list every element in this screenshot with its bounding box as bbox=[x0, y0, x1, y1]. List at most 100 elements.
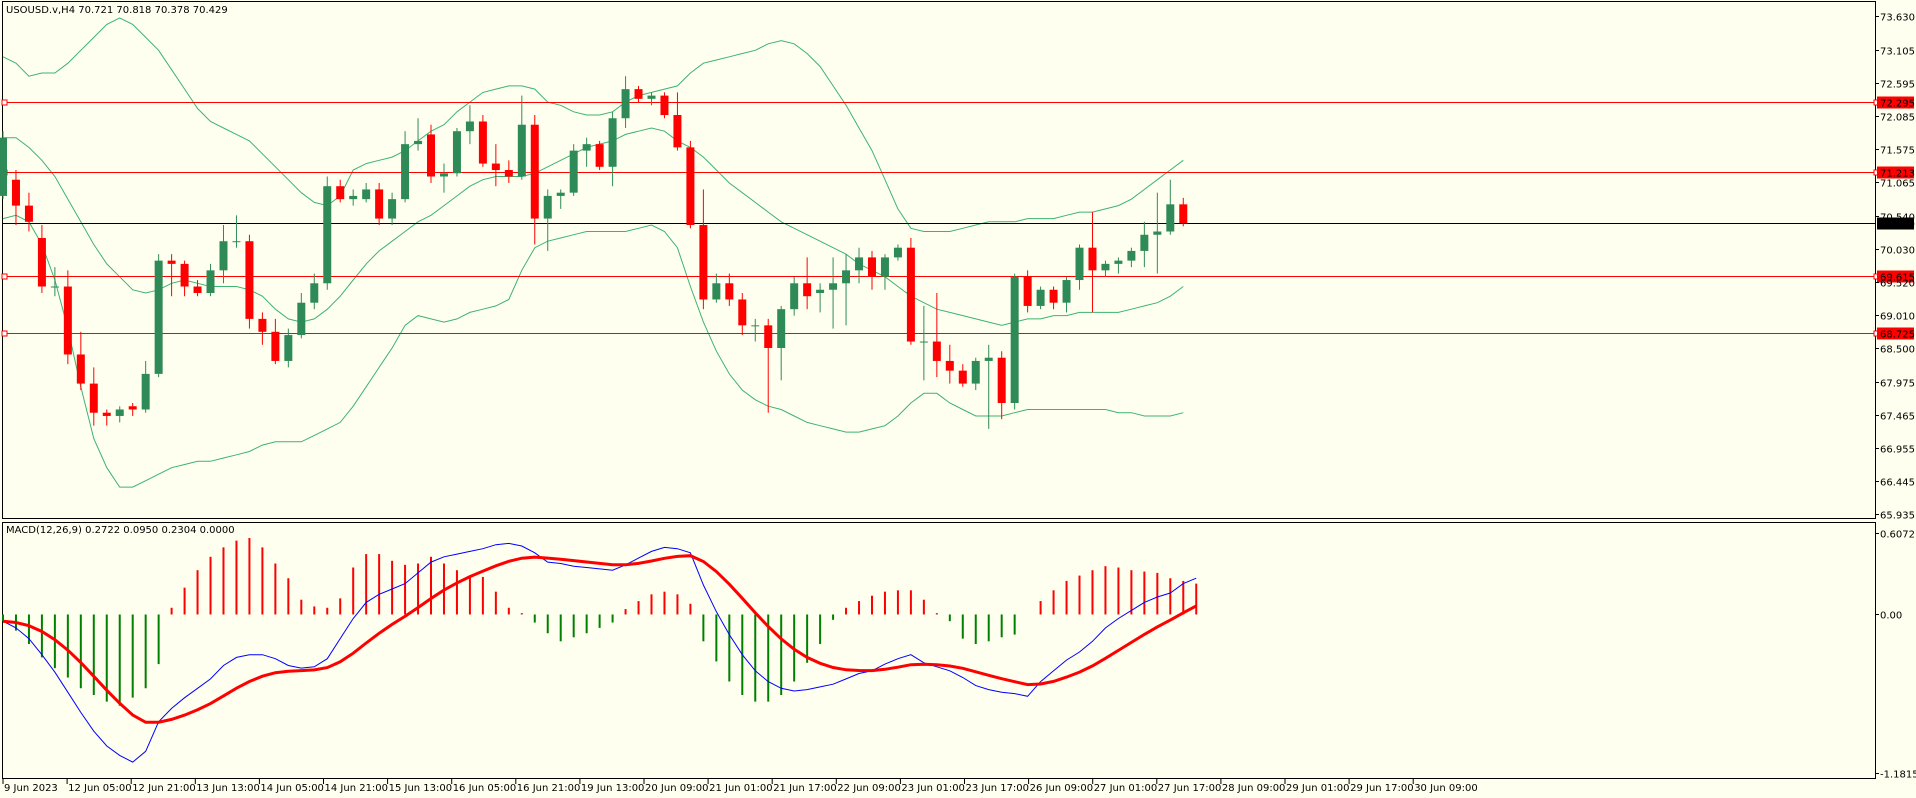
candle-body bbox=[608, 118, 617, 167]
candle-body bbox=[829, 283, 838, 290]
candle-body bbox=[958, 370, 967, 384]
time-axis-label: 29 Jun 17:00 bbox=[1350, 783, 1414, 794]
candle-body bbox=[89, 383, 98, 413]
candle-body bbox=[621, 89, 630, 119]
candle-body bbox=[504, 170, 513, 177]
candle-body bbox=[427, 134, 436, 177]
candle-body bbox=[1049, 289, 1058, 303]
time-axis-label: 14 Jun 05:00 bbox=[260, 783, 324, 794]
time-axis-label: 26 Jun 09:00 bbox=[1030, 783, 1094, 794]
candle-body bbox=[128, 406, 137, 410]
candle-body bbox=[1140, 234, 1149, 251]
level-price-label: 71.213 bbox=[1880, 169, 1915, 180]
time-axis-label: 27 Jun 17:00 bbox=[1158, 783, 1222, 794]
price-axis-label: 66.445 bbox=[1880, 478, 1915, 489]
candle-body bbox=[880, 257, 889, 277]
level-price-tag bbox=[1877, 270, 1914, 283]
candle-body bbox=[1166, 204, 1175, 232]
bollinger-lower-line bbox=[2, 214, 1184, 488]
time-axis-label: 14 Jun 21:00 bbox=[325, 783, 389, 794]
candle-body bbox=[803, 283, 812, 297]
candle-body bbox=[375, 189, 384, 219]
candle-body bbox=[37, 237, 46, 287]
candle-body bbox=[336, 186, 345, 200]
candle-body bbox=[1062, 280, 1071, 303]
candle-body bbox=[1101, 263, 1110, 271]
candle-body bbox=[76, 354, 85, 384]
macd-indicator bbox=[2, 537, 1198, 763]
candle-body bbox=[790, 283, 799, 310]
candle-body bbox=[102, 412, 111, 416]
time-axis-label: 16 Jun 21:00 bbox=[517, 783, 581, 794]
candle-body bbox=[452, 131, 461, 174]
time-axis-label: 21 Jun 01:00 bbox=[709, 783, 773, 794]
time-axis-label: 15 Jun 13:00 bbox=[389, 783, 453, 794]
price-axis-label: 68.500 bbox=[1880, 345, 1915, 356]
level-price-label: 68.725 bbox=[1880, 330, 1915, 341]
price-axis-label: 73.630 bbox=[1880, 13, 1915, 24]
level-anchor-handle bbox=[1, 99, 8, 106]
candle-body bbox=[115, 409, 124, 416]
candle-body bbox=[517, 124, 526, 177]
candle-body bbox=[569, 150, 578, 193]
candle-body bbox=[271, 331, 280, 361]
candle-body bbox=[1088, 247, 1097, 271]
candle-body bbox=[738, 299, 747, 326]
candle-body bbox=[932, 341, 941, 361]
level-price-label: 72.295 bbox=[1880, 99, 1915, 110]
candle-body bbox=[154, 260, 163, 374]
candle-body bbox=[971, 360, 980, 384]
price-axis-label: 69.520 bbox=[1880, 279, 1915, 290]
price-axis-label: 72.595 bbox=[1880, 80, 1915, 91]
horizontal-levels[interactable]: 72.295 71.213 69.615 68.725 70.429 bbox=[1, 96, 1915, 341]
price-panel-border bbox=[2, 1, 1876, 519]
candle-body bbox=[232, 241, 241, 243]
candle-body bbox=[556, 192, 565, 196]
candle-body bbox=[193, 286, 202, 293]
candle-body bbox=[219, 241, 228, 271]
time-axis-label: 28 Jun 09:00 bbox=[1222, 783, 1286, 794]
candle-body bbox=[673, 115, 682, 148]
price-axis-label: 72.085 bbox=[1880, 113, 1915, 124]
candle-body bbox=[647, 95, 656, 99]
bollinger-middle-line bbox=[3, 127, 1184, 326]
level-price-tag bbox=[1877, 96, 1914, 109]
symbol-info-label: USOUSD.v,H4 70.721 70.818 70.378 70.429 bbox=[6, 5, 228, 16]
price-axis-label: 71.575 bbox=[1880, 146, 1915, 157]
time-axis-label: 30 Jun 09:00 bbox=[1414, 783, 1478, 794]
macd-axis: 0.6072 0.00 -1.1815 bbox=[1875, 530, 1916, 781]
time-axis-label: 16 Jun 05:00 bbox=[453, 783, 517, 794]
candle-body bbox=[842, 270, 851, 284]
candle-body bbox=[660, 95, 669, 116]
candle-body bbox=[401, 144, 410, 200]
candle-body bbox=[1036, 289, 1045, 306]
bollinger-bands bbox=[2, 17, 1184, 488]
time-axis: 9 Jun 2023 12 Jun 05:00 12 Jun 21:00 13 Jun… bbox=[2, 779, 1478, 794]
candle-body bbox=[141, 373, 150, 410]
price-axis-label: 67.975 bbox=[1880, 379, 1915, 390]
candle-body bbox=[764, 325, 773, 348]
candle-body bbox=[1127, 250, 1136, 261]
candle-body bbox=[323, 186, 332, 284]
candle-body bbox=[686, 147, 695, 226]
candles bbox=[0, 76, 1188, 429]
level-price-label: 69.615 bbox=[1880, 273, 1915, 284]
macd-line bbox=[2, 542, 1197, 763]
candle-body bbox=[349, 195, 358, 200]
candle-body bbox=[465, 121, 474, 132]
time-axis-label: 20 Jun 09:00 bbox=[645, 783, 709, 794]
candle-body bbox=[582, 144, 591, 151]
price-axis-label: 65.935 bbox=[1880, 511, 1915, 522]
candle-body bbox=[491, 163, 500, 171]
candle-body bbox=[984, 357, 993, 361]
candle-body bbox=[362, 189, 371, 200]
time-axis-label: 9 Jun 2023 bbox=[4, 783, 58, 794]
candle-body bbox=[167, 260, 176, 264]
macd-axis-label: -1.1815 bbox=[1880, 770, 1916, 781]
candle-body bbox=[543, 195, 552, 219]
candle-body bbox=[1023, 276, 1032, 306]
candle-body bbox=[63, 286, 72, 355]
